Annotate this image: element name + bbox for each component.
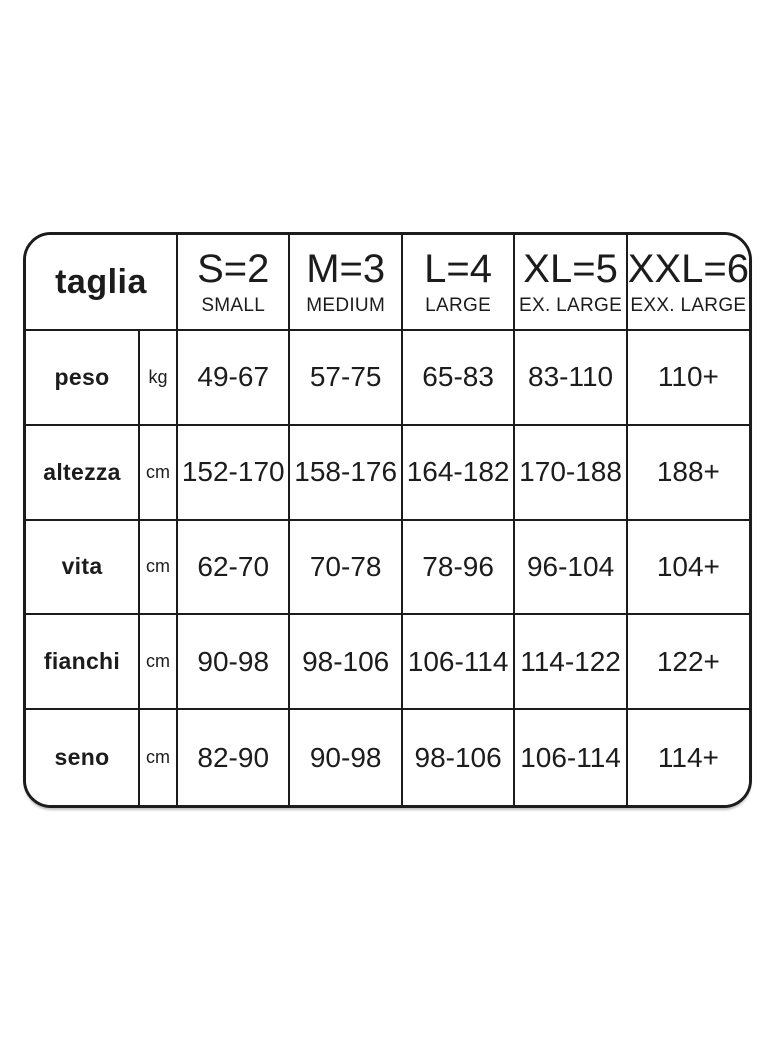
table-cell: 152-170 [178, 425, 291, 521]
row-unit: cm [140, 710, 178, 805]
row-unit: cm [140, 425, 178, 521]
table-cell: 78-96 [402, 520, 516, 616]
size-name: SMALL [201, 295, 266, 316]
table-cell: 98-106 [402, 710, 516, 805]
header-size-xxl: XXL=6 EXX. LARGE [627, 235, 749, 331]
table-cell: 70-78 [290, 520, 403, 616]
table-cell: 106-114 [402, 615, 516, 711]
table-cell: 114-122 [515, 615, 628, 711]
row-label-altezza: altezza [26, 425, 140, 521]
table-cell: 104+ [627, 520, 749, 616]
header-size-m: M=3 MEDIUM [290, 235, 403, 331]
size-code: S=2 [197, 247, 270, 291]
size-name: LARGE [425, 295, 492, 316]
size-code: XXL=6 [627, 247, 749, 291]
header-size-xl: XL=5 EX. LARGE [515, 235, 628, 331]
header-size-l: L=4 LARGE [402, 235, 516, 331]
table-cell: 164-182 [402, 425, 516, 521]
header-size-s: S=2 SMALL [178, 235, 291, 331]
table-cell: 114+ [627, 710, 749, 805]
table-cell: 122+ [627, 615, 749, 711]
row-label-seno: seno [26, 710, 140, 805]
size-name: EXX. LARGE [630, 295, 747, 316]
row-unit: cm [140, 615, 178, 711]
table-cell: 158-176 [290, 425, 403, 521]
table-cell: 110+ [627, 331, 749, 426]
table-title-cell: taglia [26, 235, 178, 331]
row-label-peso: peso [26, 331, 140, 426]
table-cell: 98-106 [290, 615, 403, 711]
size-chart-table: taglia S=2 SMALL M=3 MEDIUM L=4 LARGE XL… [23, 232, 752, 808]
size-code: XL=5 [523, 247, 618, 291]
row-unit: kg [140, 331, 178, 426]
size-name: MEDIUM [306, 295, 386, 316]
table-cell: 106-114 [515, 710, 628, 805]
size-code: L=4 [424, 247, 493, 291]
size-name: EX. LARGE [519, 295, 623, 316]
table-cell: 65-83 [402, 331, 516, 426]
table-cell: 90-98 [290, 710, 403, 805]
table-cell: 96-104 [515, 520, 628, 616]
row-unit: cm [140, 520, 178, 616]
row-label-fianchi: fianchi [26, 615, 140, 711]
table-cell: 82-90 [178, 710, 291, 805]
table-cell: 57-75 [290, 331, 403, 426]
table-cell: 62-70 [178, 520, 291, 616]
table-cell: 170-188 [515, 425, 628, 521]
table-cell: 90-98 [178, 615, 291, 711]
table-cell: 188+ [627, 425, 749, 521]
size-code: M=3 [306, 247, 386, 291]
table-cell: 83-110 [515, 331, 628, 426]
row-label-vita: vita [26, 520, 140, 616]
table-title: taglia [55, 262, 147, 301]
table-cell: 49-67 [178, 331, 291, 426]
